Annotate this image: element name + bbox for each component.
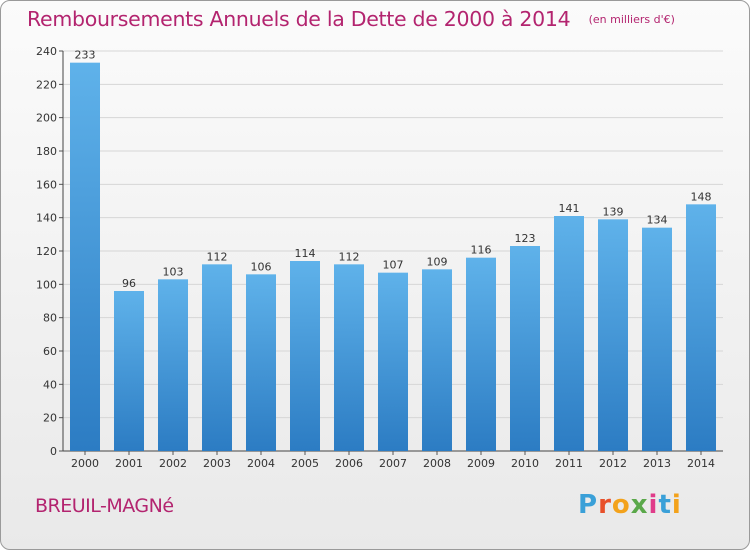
y-tick-label: 220 xyxy=(36,78,57,91)
logo-letter: i xyxy=(671,490,682,520)
y-tick-label: 160 xyxy=(36,178,57,191)
chart-title-text: Remboursements Annuels de la Dette de 20… xyxy=(27,7,571,31)
bar-2013 xyxy=(642,227,672,451)
chart-unit: (en milliers d'€) xyxy=(588,13,675,26)
bar-2009 xyxy=(466,257,496,451)
x-tick-label: 2005 xyxy=(291,457,319,470)
bar-2008 xyxy=(422,269,452,451)
x-tick-label: 2003 xyxy=(203,457,231,470)
value-label: 112 xyxy=(339,250,360,263)
value-label: 233 xyxy=(75,49,96,62)
x-tick-label: 2013 xyxy=(643,457,671,470)
value-label: 148 xyxy=(691,190,712,203)
x-tick-label: 2004 xyxy=(247,457,275,470)
x-tick-label: 2014 xyxy=(687,457,715,470)
value-label: 139 xyxy=(603,205,624,218)
value-label: 116 xyxy=(471,244,492,257)
value-label: 103 xyxy=(163,265,184,278)
x-tick-label: 2011 xyxy=(555,457,583,470)
commune-name: BREUIL-MAGNé xyxy=(35,495,174,517)
value-label: 112 xyxy=(207,250,228,263)
y-tick-label: 60 xyxy=(43,345,57,358)
logo-letter: o xyxy=(611,490,631,520)
y-tick-label: 40 xyxy=(43,378,57,391)
x-tick-label: 2002 xyxy=(159,457,187,470)
bar-2001 xyxy=(114,291,144,451)
bars xyxy=(70,62,716,452)
y-tick-label: 100 xyxy=(36,278,57,291)
chart-title: Remboursements Annuels de la Dette de 20… xyxy=(27,7,675,31)
bar-2002 xyxy=(158,279,188,451)
bar-2003 xyxy=(202,264,232,451)
value-label: 141 xyxy=(559,202,580,215)
y-tick-label: 120 xyxy=(36,245,57,258)
y-tick-label: 180 xyxy=(36,145,57,158)
logo-letter: i xyxy=(648,490,659,520)
bar-2011 xyxy=(554,216,584,451)
logo-letter: r xyxy=(598,490,612,520)
bar-2000 xyxy=(70,62,100,452)
x-tick-label: 2012 xyxy=(599,457,627,470)
y-tick-label: 80 xyxy=(43,312,57,325)
bar-2006 xyxy=(334,264,364,451)
proxiti-logo: Proxiti xyxy=(578,490,682,520)
value-label: 114 xyxy=(295,247,316,260)
bar-2014 xyxy=(686,204,716,451)
logo-letter: P xyxy=(578,490,599,520)
x-tick-label: 2008 xyxy=(423,457,451,470)
value-label: 109 xyxy=(427,255,448,268)
logo-letter: x xyxy=(630,490,649,520)
x-tick-label: 2001 xyxy=(115,457,143,470)
value-label: 96 xyxy=(122,277,136,290)
y-tick-label: 200 xyxy=(36,112,57,125)
y-tick-label: 140 xyxy=(36,212,57,225)
x-tick-label: 2000 xyxy=(71,457,99,470)
value-label: 106 xyxy=(251,260,272,273)
x-tick-label: 2009 xyxy=(467,457,495,470)
x-tick-label: 2007 xyxy=(379,457,407,470)
y-tick-label: 0 xyxy=(50,445,57,458)
value-label: 134 xyxy=(647,214,668,227)
y-tick-label: 20 xyxy=(43,412,57,425)
value-label: 107 xyxy=(383,259,404,272)
x-tick-label: 2006 xyxy=(335,457,363,470)
value-label: 123 xyxy=(515,232,536,245)
y-tick-label: 240 xyxy=(36,45,57,58)
bar-2005 xyxy=(290,261,320,451)
x-tick-label: 2010 xyxy=(511,457,539,470)
bar-2010 xyxy=(510,246,540,451)
bar-2007 xyxy=(378,272,408,451)
logo-letter: t xyxy=(658,490,672,520)
bar-2004 xyxy=(246,274,276,451)
bar-2012 xyxy=(598,219,628,451)
labels: 0 20 40 60 80 100 120 140 160 180 200 220 240 233 2000… xyxy=(36,45,715,470)
